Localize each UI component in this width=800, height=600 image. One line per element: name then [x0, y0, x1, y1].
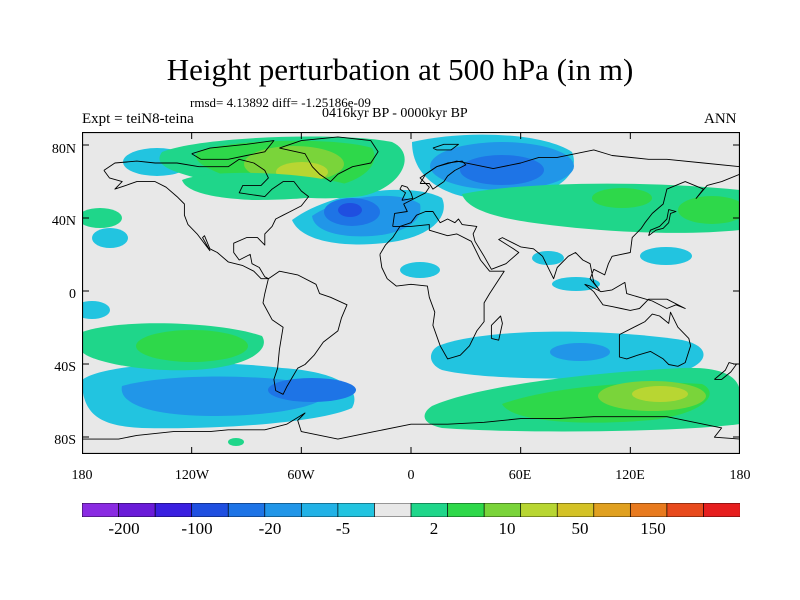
negative-anomaly-south-atlantic [268, 378, 356, 402]
negative-anomaly-south-indian-core [550, 343, 610, 361]
lon-label-180e: 180 [729, 468, 751, 483]
colorbar-swatch [666, 503, 705, 517]
lon-label-120e: 120E [615, 468, 645, 483]
antarctica-coast [82, 412, 740, 440]
lon-label-60w: 60W [287, 468, 315, 483]
colorbar-swatch [520, 503, 558, 517]
lat-label-80s: 80S [54, 433, 76, 448]
svalbard-coast [432, 143, 459, 151]
colorbar-label: 50 [571, 519, 589, 538]
positive-anomaly-north-america [182, 172, 352, 200]
colorbar [82, 503, 740, 517]
positive-anomaly-north-pacific [678, 196, 740, 224]
experiment-label: Expt = teiN8-teina [82, 111, 194, 127]
statistics-label: rmsd= 4.13892 diff= -1.25186e-09 [190, 95, 371, 110]
eurasia-coast [392, 149, 740, 291]
lat-label-80n: 80N [51, 142, 76, 157]
positive-anomaly-southern-ocean-core [632, 386, 688, 402]
south-america-coast [262, 270, 348, 395]
colorbar-swatch [410, 503, 449, 517]
africa-coast [379, 224, 505, 360]
north-america-coast [103, 158, 310, 280]
colorbar-swatch [264, 503, 302, 517]
period-label: 0416kyr BP - 0000kyr BP [322, 106, 468, 121]
scandinavia-coast [419, 160, 467, 190]
colorbar-swatch [227, 503, 266, 517]
positive-anomaly-asia [592, 188, 652, 208]
indonesia-coast [584, 281, 686, 311]
colorbar-swatch [154, 503, 193, 517]
colorbar-swatch [300, 503, 339, 517]
great-britain-coast [399, 184, 414, 201]
negative-anomaly-pacific [92, 228, 128, 248]
colorbar-label: -100 [181, 519, 213, 538]
negative-anomaly-west-pacific [640, 247, 692, 265]
greenland-coast [279, 136, 379, 183]
colorbar-swatch [191, 503, 229, 517]
colorbar-label: -20 [258, 519, 282, 538]
positive-anomaly-south-pacific [136, 330, 248, 362]
colorbar-swatch [629, 503, 668, 517]
positive-anomaly-antarctic [228, 438, 244, 446]
colorbar-swatch [447, 503, 485, 517]
colorbar-label: 10 [498, 519, 516, 538]
lon-label-60e: 60E [508, 468, 532, 483]
negative-anomaly-north-atlantic-core [338, 203, 362, 217]
colorbar-label: -5 [335, 519, 351, 538]
figure-title: Height perturbation at 500 hPa (in m) [166, 52, 634, 87]
negative-anomaly-india [532, 251, 564, 265]
arctic-islands-coast [191, 140, 275, 160]
height-perturbation-map [82, 132, 740, 454]
lon-label-0: 0 [407, 468, 415, 483]
season-label: ANN [704, 111, 737, 127]
japan-coast [648, 209, 677, 237]
lon-label-180w: 180 [71, 468, 93, 483]
madagascar-coast [490, 315, 503, 341]
colorbar-swatch [556, 503, 595, 517]
positive-anomaly-asia [462, 183, 740, 233]
australia-coast [618, 311, 692, 367]
colorbar-label: 150 [640, 519, 666, 538]
negative-anomaly-africa [400, 262, 440, 278]
lon-label-120w: 120W [174, 468, 210, 483]
negative-anomaly-south-atlantic [436, 344, 484, 364]
negative-anomaly-south-pacific [82, 301, 110, 319]
colorbar-swatch [337, 503, 376, 517]
colorbar-label: 2 [429, 519, 439, 538]
coastlines [82, 136, 740, 440]
colorbar-swatch [374, 503, 412, 517]
perturbation-field [82, 132, 740, 454]
colorbar-swatch [593, 503, 631, 517]
lat-label-0: 0 [69, 287, 76, 302]
colorbar-label: -200 [108, 519, 140, 538]
colorbar-swatch [483, 503, 522, 517]
positive-anomaly-pacific [82, 208, 122, 228]
lat-label-40n: 40N [51, 214, 76, 229]
colorbar-swatch [118, 503, 156, 517]
colorbar-swatch [703, 503, 740, 517]
colorbar-swatch [82, 503, 120, 517]
lat-label-40s: 40S [54, 360, 76, 375]
